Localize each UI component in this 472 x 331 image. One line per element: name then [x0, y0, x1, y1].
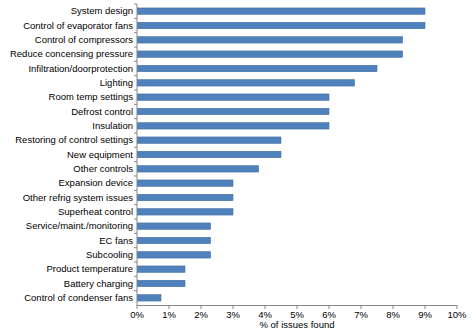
- category-label: Superheat control: [58, 206, 133, 217]
- category-tick: [134, 204, 137, 205]
- category-label: Battery charging: [64, 278, 133, 289]
- category-tick: [134, 233, 137, 234]
- x-tick-label: 1%: [162, 309, 176, 320]
- category-tick: [134, 219, 137, 220]
- bar: [137, 123, 329, 129]
- category-label: Other controls: [73, 163, 133, 174]
- chart: System design Control of evaporator fans C…: [0, 0, 472, 331]
- category-tick: [134, 4, 137, 5]
- category-label: Control of compressors: [35, 34, 133, 45]
- category-label: Defrost control: [71, 106, 133, 117]
- category-tick: [134, 104, 137, 105]
- category-label: Product temperature: [46, 263, 133, 274]
- category-label: Other refrig system issues: [23, 192, 134, 203]
- category-label: Lighting: [100, 77, 133, 88]
- bar: [137, 137, 281, 143]
- category-label: Expansion device: [59, 177, 133, 188]
- bar: [137, 194, 233, 200]
- y-axis: [137, 4, 138, 305]
- category-tick: [134, 176, 137, 177]
- bars: [137, 8, 425, 301]
- x-tick-label: 0%: [130, 309, 144, 320]
- bar: [137, 108, 329, 114]
- category-tick: [134, 247, 137, 248]
- category-label: Restoring of control settings: [15, 134, 133, 145]
- x-tick-label: 3%: [226, 309, 240, 320]
- category-tick: [134, 47, 137, 48]
- bar: [137, 237, 211, 243]
- category-tick: [134, 190, 137, 191]
- bar: [137, 166, 259, 172]
- category-tick: [134, 133, 137, 134]
- category-tick: [134, 18, 137, 19]
- category-tick: [134, 75, 137, 76]
- category-label: Control of condenser fans: [24, 292, 133, 303]
- category-label: Room temp settings: [49, 91, 134, 102]
- bar: [137, 252, 211, 258]
- bar: [137, 22, 425, 28]
- category-label: System design: [71, 5, 133, 16]
- category-label: New equipment: [67, 149, 133, 160]
- bar: [137, 94, 329, 100]
- category-label: Infiltration/doorprotection: [28, 63, 133, 74]
- category-label: EC fans: [99, 235, 133, 246]
- bar: [137, 65, 377, 71]
- x-tick-label: 8%: [386, 309, 400, 320]
- bar: [137, 80, 355, 86]
- category-label: Control of evaporator fans: [23, 20, 133, 31]
- category-label: Insulation: [92, 120, 133, 131]
- category-tick: [134, 290, 137, 291]
- x-tick-label: 2%: [194, 309, 208, 320]
- bar: [137, 295, 161, 301]
- x-tick-label: 7%: [354, 309, 368, 320]
- category-tick: [134, 61, 137, 62]
- bar: [137, 266, 185, 272]
- bar: [137, 37, 403, 43]
- category-tick: [134, 161, 137, 162]
- category-tick: [134, 276, 137, 277]
- bar: [137, 209, 233, 215]
- category-tick: [134, 147, 137, 148]
- bar: [137, 51, 403, 57]
- category-tick: [134, 262, 137, 263]
- x-axis-label: % of issues found: [260, 319, 335, 330]
- bar: [137, 223, 211, 229]
- category-tick: [134, 118, 137, 119]
- x-tick-label: 9%: [418, 309, 432, 320]
- bar: [137, 180, 233, 186]
- bar: [137, 280, 185, 286]
- bar: [137, 8, 425, 14]
- category-label: Service/maint./monitoring: [26, 220, 133, 231]
- category-tick: [134, 90, 137, 91]
- category-tick: [134, 32, 137, 33]
- category-label: Reduce concensing pressure: [10, 48, 133, 59]
- bar: [137, 151, 281, 157]
- category-label: Subcooling: [86, 249, 133, 260]
- x-tick-label: 10%: [447, 309, 467, 320]
